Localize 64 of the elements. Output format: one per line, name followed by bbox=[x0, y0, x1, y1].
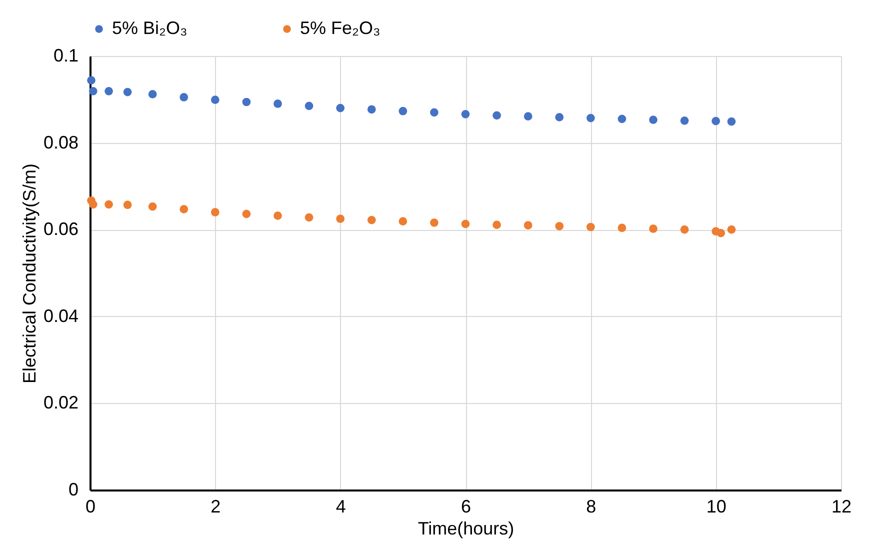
point bbox=[336, 214, 345, 223]
point bbox=[649, 116, 658, 124]
point bbox=[618, 114, 626, 124]
point bbox=[618, 224, 626, 232]
point bbox=[398, 217, 408, 226]
x-tick-label: 8 bbox=[586, 496, 596, 516]
y-axis-title: Electrical Conductivity(S/m) bbox=[19, 163, 40, 384]
legend-label: 5% Bi₂O₃ bbox=[112, 18, 188, 38]
legend-label: 5% Fe₂O₃ bbox=[300, 18, 380, 38]
y-tick-label: 0.1 bbox=[53, 46, 78, 66]
point bbox=[210, 96, 220, 104]
y-tick-label: 0.04 bbox=[43, 306, 78, 326]
point bbox=[242, 98, 251, 106]
x-tick-label: 4 bbox=[336, 496, 346, 516]
point bbox=[680, 225, 689, 234]
point bbox=[430, 108, 438, 117]
point bbox=[88, 200, 98, 209]
x-axis-title: Time(hours) bbox=[418, 518, 514, 538]
point bbox=[461, 110, 470, 118]
point bbox=[492, 220, 501, 229]
point bbox=[716, 228, 726, 238]
point bbox=[123, 200, 132, 210]
point bbox=[555, 113, 564, 122]
y-tick-label: 0.08 bbox=[43, 132, 78, 152]
point bbox=[398, 106, 408, 116]
point bbox=[524, 221, 532, 230]
point bbox=[586, 222, 595, 232]
x-tick-label: 10 bbox=[706, 496, 726, 516]
x-tick-label: 12 bbox=[831, 496, 852, 516]
point bbox=[242, 210, 251, 218]
point bbox=[367, 216, 376, 224]
point bbox=[586, 114, 595, 122]
point bbox=[104, 200, 113, 209]
point bbox=[104, 86, 113, 96]
point bbox=[180, 93, 188, 102]
point bbox=[555, 222, 564, 230]
point bbox=[87, 76, 96, 84]
point bbox=[727, 117, 736, 126]
point bbox=[210, 208, 220, 216]
point bbox=[304, 213, 314, 222]
y-tick-label: 0.06 bbox=[43, 219, 78, 240]
x-tick-label: 0 bbox=[85, 496, 96, 516]
x-tick-label: 6 bbox=[460, 496, 472, 516]
point bbox=[492, 111, 501, 120]
point bbox=[336, 104, 345, 112]
point bbox=[712, 116, 720, 126]
point bbox=[367, 105, 376, 114]
point bbox=[680, 116, 689, 125]
point bbox=[461, 220, 470, 228]
point bbox=[148, 202, 157, 211]
point bbox=[274, 100, 282, 108]
y-tick-label: 0.02 bbox=[43, 392, 78, 413]
point bbox=[430, 218, 438, 227]
point bbox=[88, 86, 98, 96]
point bbox=[304, 102, 314, 110]
point bbox=[727, 225, 736, 234]
point bbox=[180, 205, 188, 214]
y-tick-label: 0 bbox=[68, 480, 78, 500]
point bbox=[524, 112, 532, 120]
point bbox=[649, 224, 658, 233]
x-tick-label: 2 bbox=[210, 496, 221, 516]
point bbox=[123, 88, 132, 96]
point bbox=[148, 90, 157, 98]
point bbox=[274, 212, 282, 220]
